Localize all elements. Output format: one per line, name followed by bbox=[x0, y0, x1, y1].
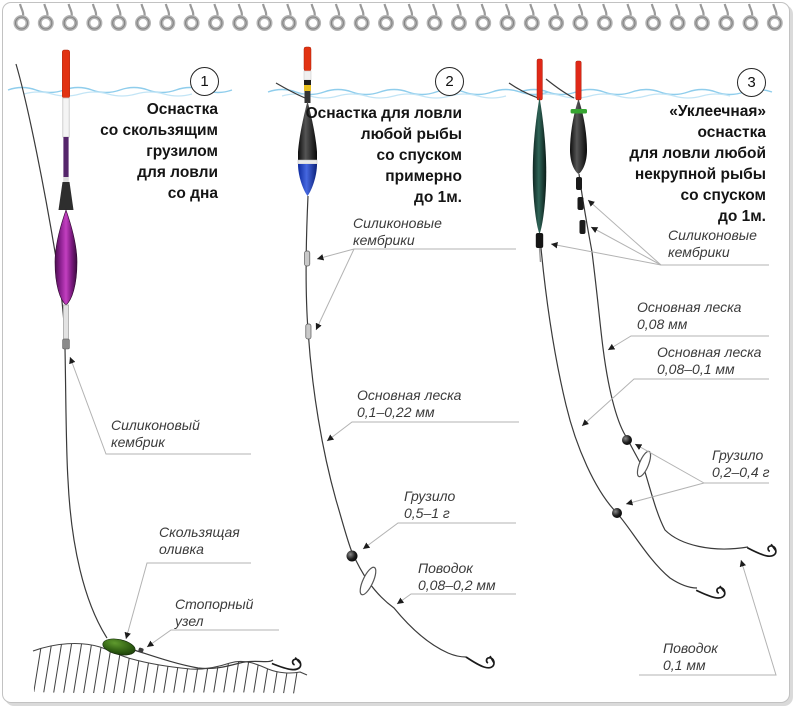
label-sliding-olive: Скользящая оливка bbox=[159, 524, 240, 557]
label-sinker-2: Грузило 0,5–1 г bbox=[404, 488, 456, 521]
fishing-hook-panel-3-upper bbox=[746, 543, 777, 557]
waterline-panel-2 bbox=[267, 88, 549, 99]
fishing-hook-panel-3-lower bbox=[695, 585, 726, 599]
stopper-knot bbox=[138, 647, 144, 653]
shot-sinker-panel-2 bbox=[346, 550, 358, 562]
silicone-tube-panel-1 bbox=[62, 338, 70, 350]
fishing-hook-panel-1 bbox=[271, 656, 302, 671]
olive-sinker bbox=[102, 638, 136, 656]
riverbed bbox=[32, 643, 308, 694]
leader-lines-panel-1 bbox=[69, 356, 279, 648]
float-slim-dark bbox=[570, 60, 587, 234]
label-silicone-tubes-2: Силиконовые кембрики bbox=[353, 215, 442, 248]
panel-3-badge: 3 bbox=[737, 68, 766, 97]
leader-loop-panel-3 bbox=[636, 450, 652, 478]
main-line-panel-3-left bbox=[508, 82, 698, 589]
silicone-tube-panel-2-upper bbox=[304, 250, 311, 267]
silicone-tube-panel-3-lower bbox=[579, 220, 586, 234]
leader-lines-panel-2 bbox=[315, 248, 519, 605]
label-main-line-3a: Основная леска 0,08 мм bbox=[637, 299, 742, 332]
leader-loop-panel-2 bbox=[359, 566, 377, 596]
silicone-tube-panel-3-middle bbox=[577, 197, 584, 210]
label-main-line-2: Основная леска 0,1–0,22 мм bbox=[357, 387, 462, 420]
main-line-panel-2 bbox=[275, 82, 467, 658]
float-black-blue bbox=[297, 46, 318, 196]
notebook-page bbox=[2, 2, 790, 703]
label-stopper-knot: Стопорный узел bbox=[175, 596, 254, 629]
panel-1-badge: 1 bbox=[190, 67, 219, 96]
panel-2-badge: 2 bbox=[435, 67, 464, 96]
float-sliding-purple bbox=[54, 49, 78, 350]
panel-2-title: Оснастка для ловли любой рыбы со спуском… bbox=[305, 105, 462, 206]
shot-sinker-panel-3-lower bbox=[612, 508, 622, 518]
shot-sinker-panel-3-upper bbox=[622, 435, 632, 445]
silicone-tube-panel-3-leftfloat bbox=[535, 233, 544, 248]
leader-lines-panel-3 bbox=[550, 199, 777, 676]
label-main-line-3b: Основная леска 0,08–0,1 мм bbox=[657, 344, 762, 377]
label-sinker-3: Грузило 0,2–0,4 г bbox=[712, 447, 770, 480]
silicone-tube-panel-3-upper bbox=[576, 177, 582, 190]
waterline-panel-3 bbox=[519, 88, 773, 99]
silicone-tube-panel-2-lower bbox=[305, 323, 312, 340]
label-silicone-tube-1: Силиконовый кембрик bbox=[111, 417, 200, 450]
fishing-hook-panel-2 bbox=[465, 655, 495, 669]
panel-3-title: «Уклеечная» оснастка для ловли любой нек… bbox=[629, 103, 766, 225]
label-silicone-tubes-3: Силиконовые кембрики bbox=[668, 227, 757, 260]
label-leader-3: Поводок 0,1 мм bbox=[663, 640, 718, 673]
label-leader-2: Поводок 0,08–0,2 мм bbox=[418, 560, 496, 593]
spiral-binding bbox=[13, 3, 783, 31]
panel-1-title: Оснастка со скользящим грузилом для ловл… bbox=[100, 101, 218, 202]
float-slim-teal bbox=[532, 58, 547, 263]
